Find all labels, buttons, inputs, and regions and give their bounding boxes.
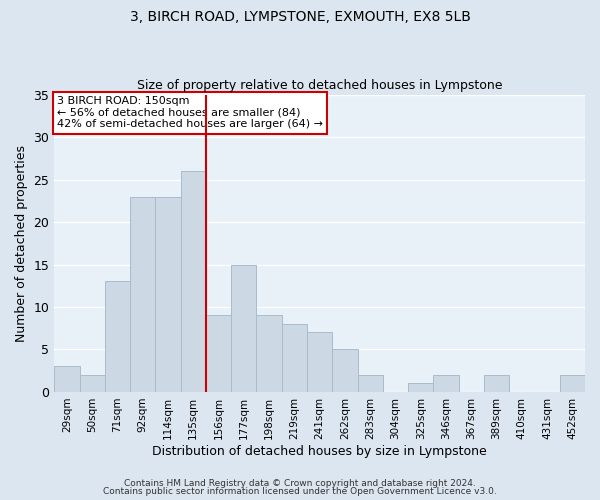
Bar [408,384,433,392]
Bar [358,375,383,392]
Bar [206,316,231,392]
Bar [105,282,130,392]
Bar [231,264,256,392]
X-axis label: Distribution of detached houses by size in Lympstone: Distribution of detached houses by size … [152,444,487,458]
Bar [560,375,585,392]
Text: Contains public sector information licensed under the Open Government Licence v3: Contains public sector information licen… [103,487,497,496]
Bar [433,375,458,392]
Bar [80,375,105,392]
Bar [484,375,509,392]
Bar [282,324,307,392]
Text: 3 BIRCH ROAD: 150sqm
← 56% of detached houses are smaller (84)
42% of semi-detac: 3 BIRCH ROAD: 150sqm ← 56% of detached h… [57,96,323,129]
Bar [130,196,155,392]
Text: Contains HM Land Registry data © Crown copyright and database right 2024.: Contains HM Land Registry data © Crown c… [124,478,476,488]
Text: 3, BIRCH ROAD, LYMPSTONE, EXMOUTH, EX8 5LB: 3, BIRCH ROAD, LYMPSTONE, EXMOUTH, EX8 5… [130,10,470,24]
Title: Size of property relative to detached houses in Lympstone: Size of property relative to detached ho… [137,79,502,92]
Bar [155,196,181,392]
Y-axis label: Number of detached properties: Number of detached properties [15,145,28,342]
Bar [332,350,358,392]
Bar [181,171,206,392]
Bar [256,316,282,392]
Bar [54,366,80,392]
Bar [307,332,332,392]
